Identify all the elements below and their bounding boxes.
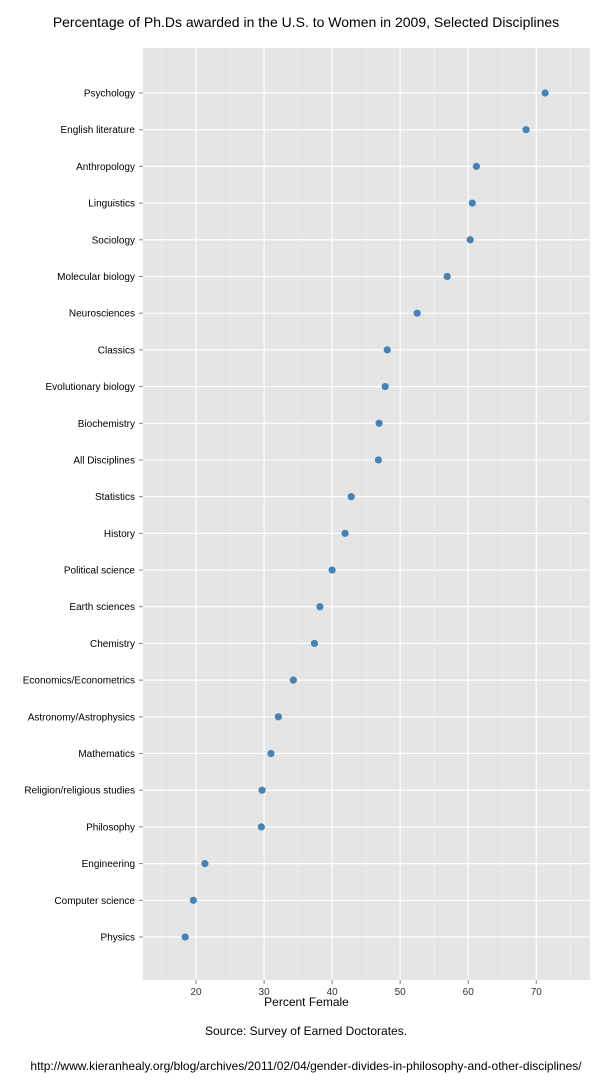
data-point [347,493,355,501]
data-point [443,272,451,281]
y-tick-label: Linguistics [88,199,135,210]
data-point [341,529,349,537]
data-point [381,382,389,391]
source-caption: Source: Survey of Earned Doctorates. [204,1024,408,1038]
data-point [522,126,530,134]
y-tick-label: Sociology [92,235,135,246]
y-tick-label: English literature [61,125,136,136]
x-tick-label: 40 [327,987,339,998]
data-point [328,566,336,574]
data-point [289,676,297,684]
data-point [413,309,421,317]
data-point [181,933,189,941]
y-tick-label: Philosophy [86,822,135,833]
x-tick-label: 70 [531,987,543,998]
data-point [189,896,197,904]
x-tick-label: 20 [191,987,203,998]
data-point [466,236,474,244]
data-point [316,603,324,611]
y-tick-label: All Disciplines [73,455,135,466]
data-point [541,89,549,97]
data-point [257,823,265,831]
y-tick-label: Astronomy/Astrophysics [28,712,135,723]
y-tick-label: Engineering [82,859,135,870]
data-point [258,786,266,794]
y-tick-label: Anthropology [76,162,135,173]
x-tick-label: 50 [395,987,407,998]
chart-title: Percentage of Ph.Ds awarded in the U.S. … [52,14,560,30]
x-tick-label: 60 [463,987,475,998]
plot-background [143,48,590,980]
data-point [267,749,275,758]
y-tick-label: Mathematics [78,749,135,760]
y-tick-label: Neurosciences [69,309,135,320]
data-point [468,199,476,207]
y-tick-label: Physics [101,933,135,944]
data-point [201,860,209,868]
data-point [375,419,383,427]
y-tick-label: Economics/Econometrics [23,676,135,687]
y-tick-label: Evolutionary biology [46,382,136,393]
y-tick-label: Biochemistry [78,419,135,430]
source-url: http://www.kieranhealy.org/blog/archives… [30,1059,582,1073]
y-tick-label: Statistics [95,492,135,503]
y-tick-label: Classics [98,345,135,356]
y-tick-label: Political science [64,566,136,577]
y-tick-label: Computer science [54,896,135,907]
y-tick-label: Psychology [84,89,135,100]
y-tick-label: Molecular biology [57,272,135,283]
data-point [274,713,282,721]
y-tick-label: Earth sciences [69,602,135,613]
y-tick-label: Religion/religious studies [24,786,135,797]
data-point [310,639,319,648]
x-tick-label: 30 [259,987,271,998]
data-point [472,162,480,170]
y-tick-label: Chemistry [90,639,135,650]
y-tick-label: History [104,529,135,540]
data-point [383,346,391,354]
data-point [374,456,383,464]
x-axis-label: Percent Female [264,995,349,1009]
